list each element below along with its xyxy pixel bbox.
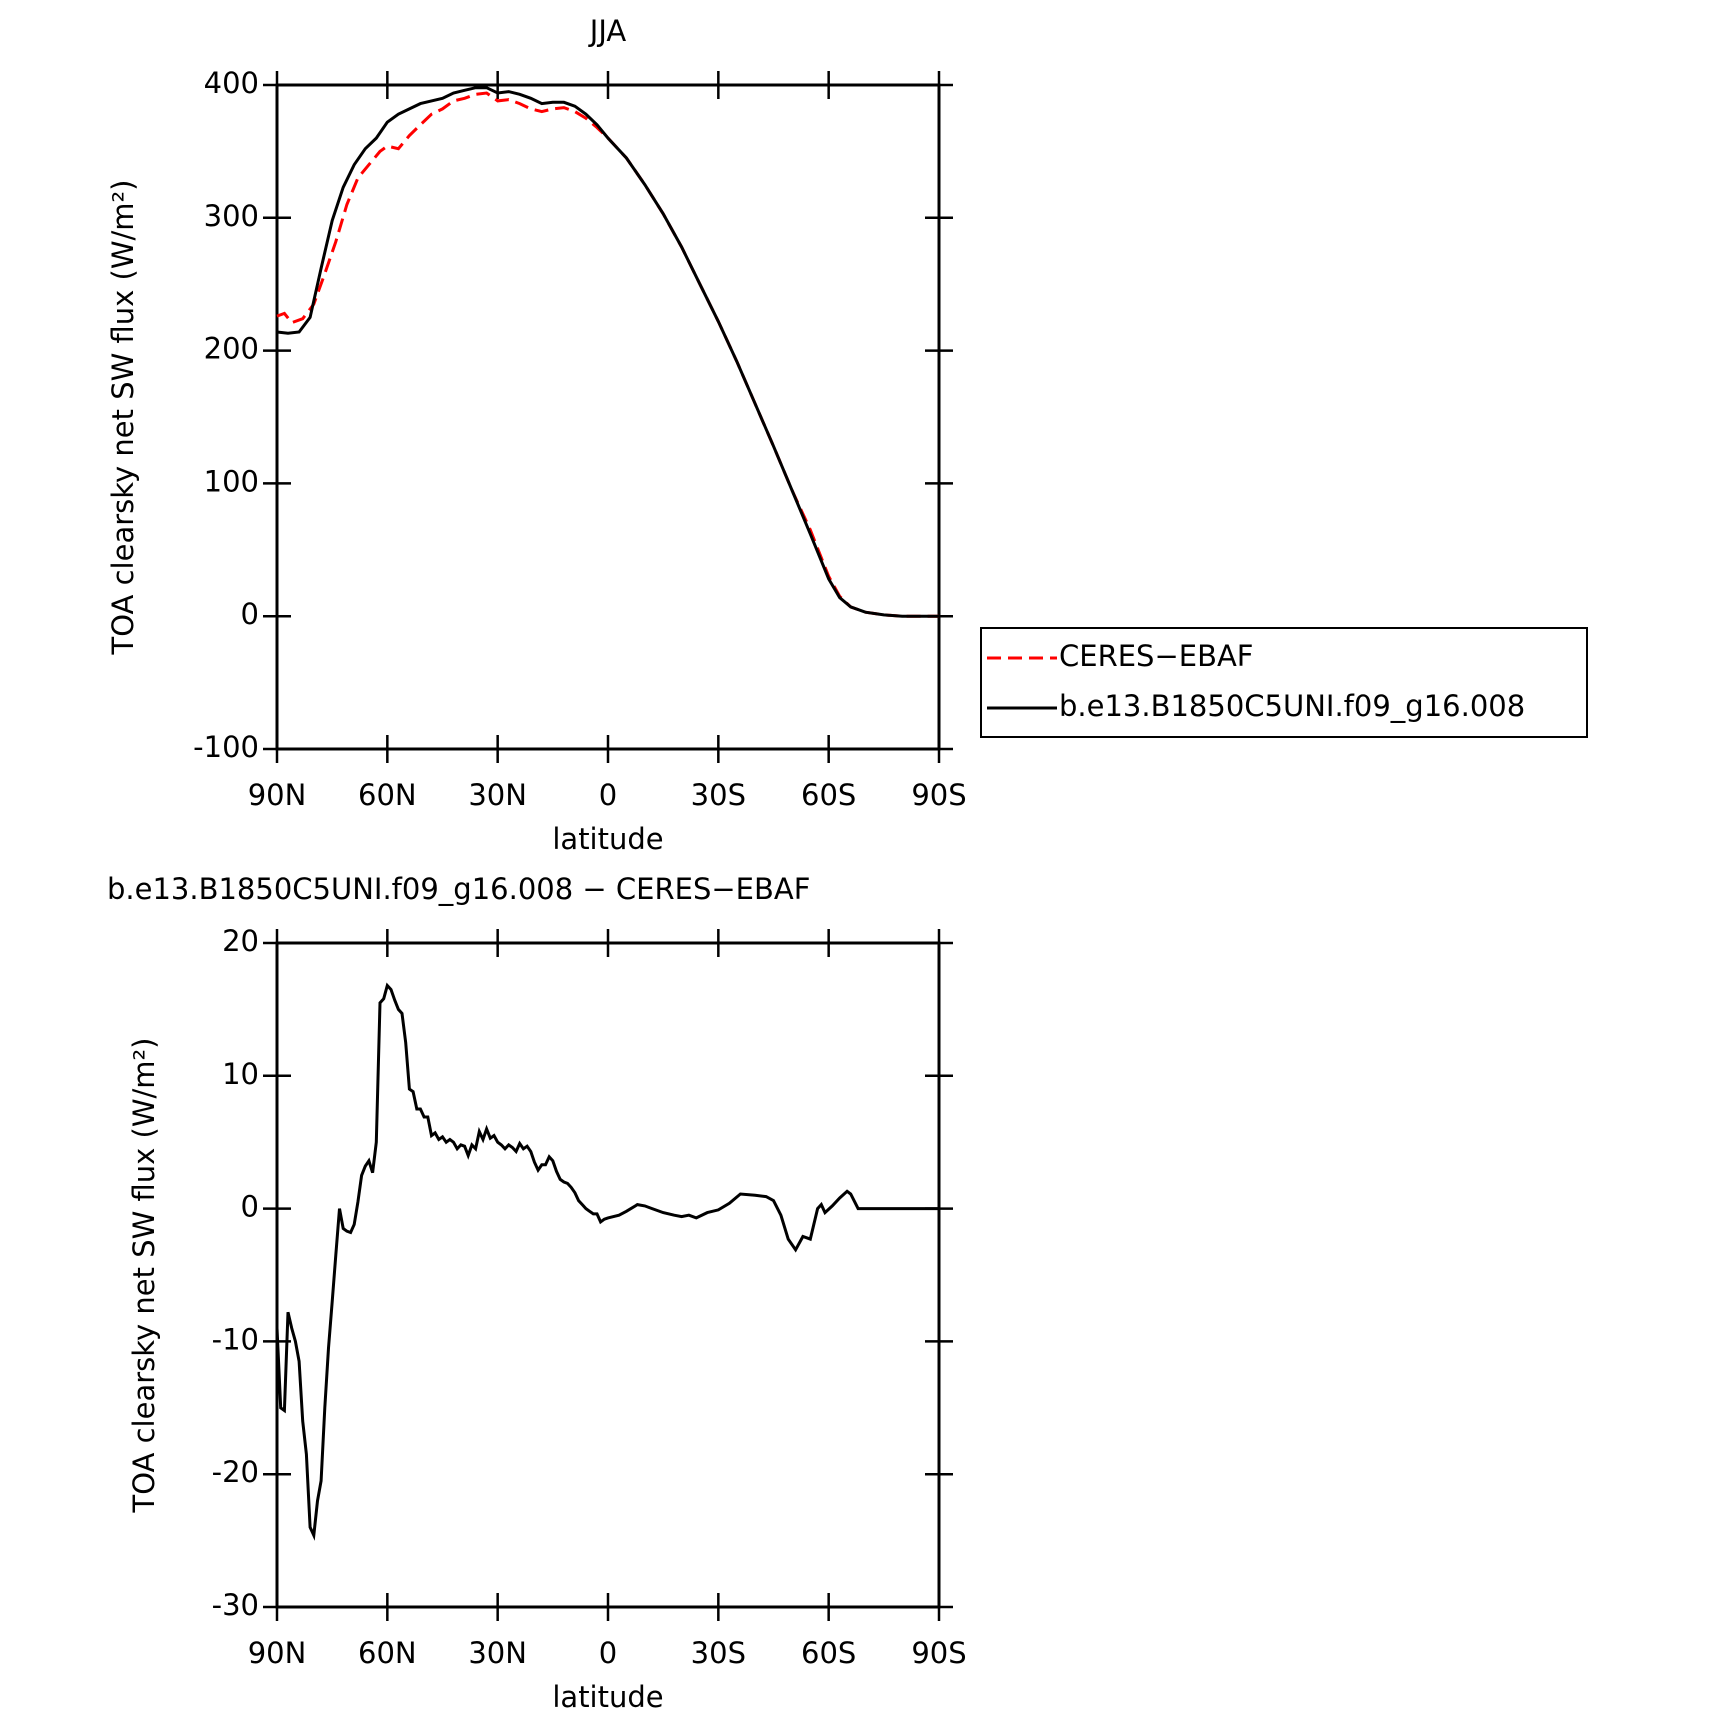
x-axis-label: latitude xyxy=(552,1680,663,1714)
x-tick-label: 60N xyxy=(358,778,417,812)
y-tick-label: -30 xyxy=(212,1588,259,1622)
data-line xyxy=(276,86,939,618)
x-tick-label: 0 xyxy=(599,778,617,812)
x-tick-label: 30S xyxy=(691,1636,746,1670)
y-tick-label: 0 xyxy=(241,1190,259,1224)
x-tick-label: 90S xyxy=(911,778,966,812)
y-tick-label: 10 xyxy=(222,1057,259,1091)
y-tick-label: -100 xyxy=(193,730,259,764)
x-tick-label: 90N xyxy=(248,1636,307,1670)
y-tick-label: 20 xyxy=(222,924,259,958)
x-axis-label: latitude xyxy=(552,822,663,856)
x-tick-label: 30N xyxy=(468,1636,527,1670)
x-tick-label: 90N xyxy=(248,778,307,812)
y-tick-label: 0 xyxy=(241,597,259,631)
y-tick-label: -10 xyxy=(212,1322,259,1356)
chart-title: b.e13.B1850C5UNI.f09_g16.008 − CERES−EBA… xyxy=(107,872,810,906)
x-tick-label: 90S xyxy=(911,1636,966,1670)
data-line xyxy=(275,982,939,1541)
x-tick-label: 60S xyxy=(801,778,856,812)
y-tick-label: 300 xyxy=(204,199,259,233)
y-tick-label: 100 xyxy=(204,464,259,498)
x-tick-label: 60N xyxy=(358,1636,417,1670)
x-tick-label: 60S xyxy=(801,1636,856,1670)
y-tick-label: 200 xyxy=(204,332,259,366)
y-axis-label: TOA clearsky net SW flux (W/m²) xyxy=(127,1038,161,1514)
legend-label: CERES−EBAF xyxy=(1059,639,1254,673)
x-tick-label: 30N xyxy=(468,778,527,812)
plot-frame xyxy=(275,941,941,1609)
x-tick-label: 0 xyxy=(599,1636,617,1670)
legend-box xyxy=(980,627,1588,738)
x-tick-label: 30S xyxy=(691,778,746,812)
plot-frame xyxy=(275,83,941,751)
chart-title: JJA xyxy=(588,14,627,48)
y-axis-label: TOA clearsky net SW flux (W/m²) xyxy=(106,180,140,656)
y-tick-label: 400 xyxy=(204,66,259,100)
data-line xyxy=(276,91,939,618)
legend-label: b.e13.B1850C5UNI.f09_g16.008 xyxy=(1059,689,1525,723)
y-tick-label: -20 xyxy=(212,1455,259,1489)
